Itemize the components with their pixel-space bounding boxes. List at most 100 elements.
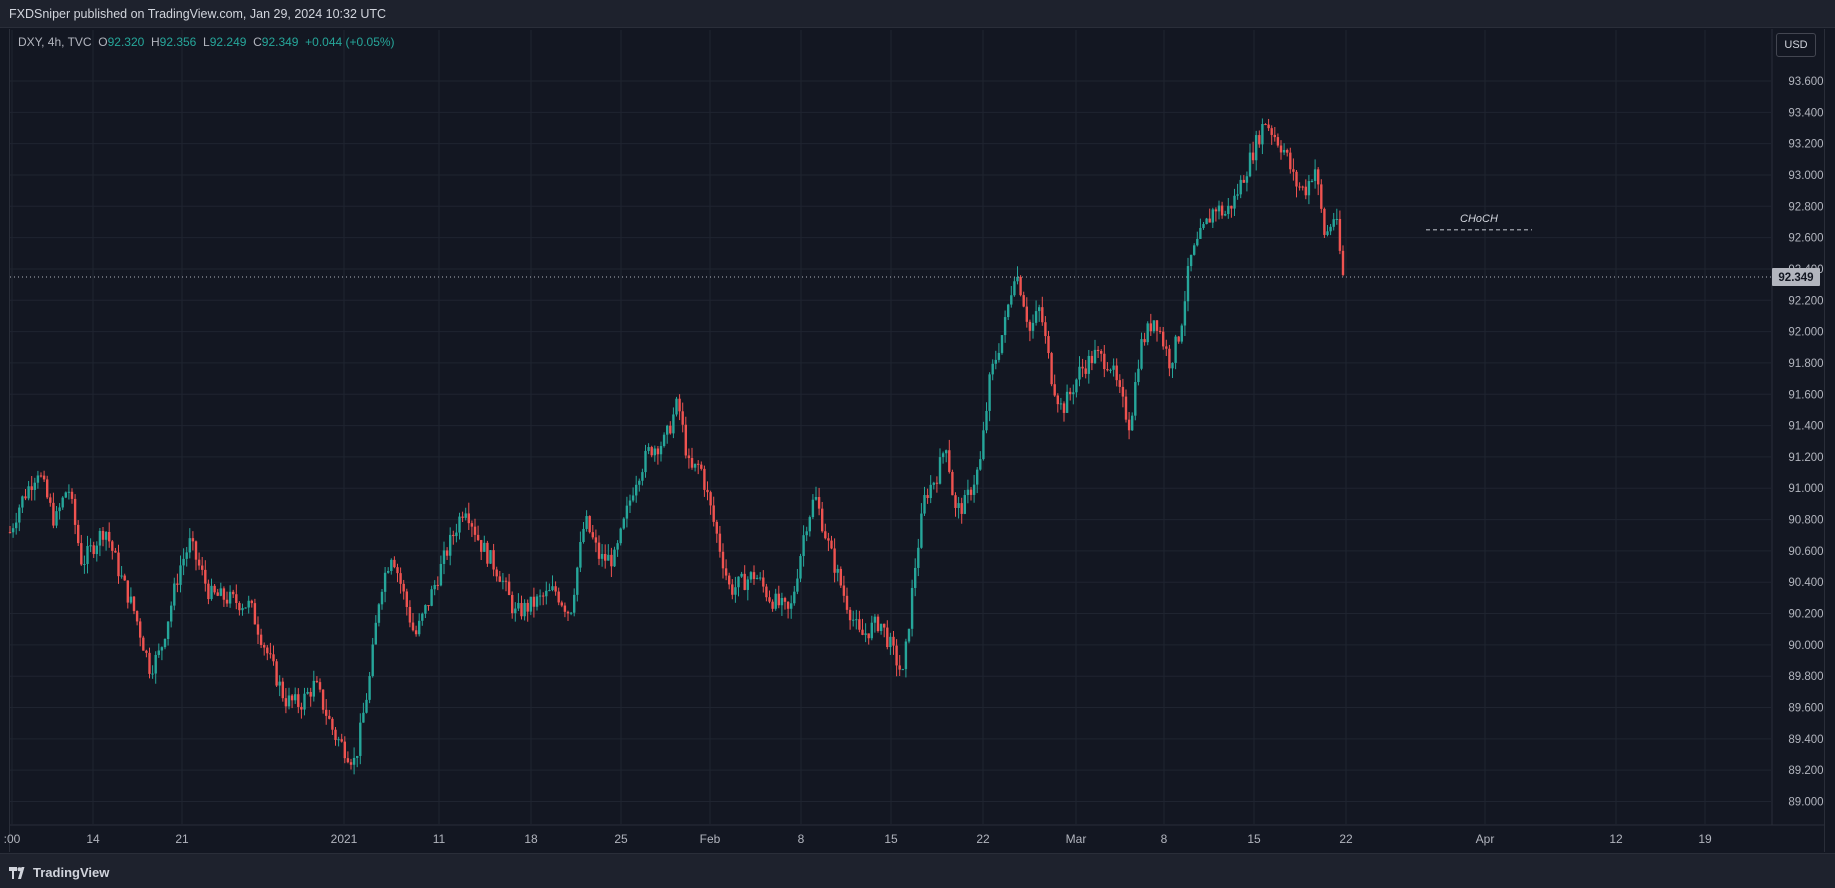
candle-body: [247, 600, 250, 608]
candle-body: [442, 550, 446, 564]
candle-body: [610, 554, 613, 567]
candle-body: [309, 692, 312, 697]
candle-body: [1338, 218, 1342, 251]
candle-body: [359, 722, 362, 756]
candle-body: [876, 616, 880, 632]
price-tick-label: 92.200: [1788, 295, 1823, 307]
candle-body: [191, 538, 195, 542]
candle-body: [948, 450, 951, 472]
candle-body: [1121, 386, 1125, 397]
candle-body: [576, 567, 579, 595]
last-price-tag: 92.349: [1772, 267, 1820, 286]
candle-body: [678, 398, 681, 412]
candle-body: [904, 641, 908, 670]
candle-body: [241, 608, 244, 611]
candle-body: [786, 601, 790, 609]
candle-body: [1003, 317, 1007, 336]
candle-body: [461, 516, 464, 518]
time-axis[interactable]: :00 14 21 2021 11 18 25 Feb 8 15 22 Mar 8 15 22 Apr 12 19: [4, 832, 1712, 846]
candle-body: [1081, 366, 1084, 369]
candle-body: [1140, 339, 1143, 369]
candle-body: [424, 605, 427, 614]
candle-body: [1208, 218, 1211, 223]
candle-body: [1174, 336, 1177, 363]
candle-body: [889, 636, 892, 648]
price-tick-label: 91.400: [1788, 421, 1823, 433]
candle-body: [58, 507, 61, 512]
candle-body: [1214, 209, 1218, 212]
candle-body: [1007, 304, 1010, 318]
candle-body: [1016, 276, 1019, 282]
candle-body: [452, 534, 455, 537]
candle-body: [157, 650, 160, 655]
candle-body: [1158, 330, 1162, 332]
candle-body: [892, 636, 895, 646]
candle-body: [638, 480, 641, 485]
candle-body: [1109, 369, 1112, 371]
last-price-tag-bg: [1772, 267, 1820, 286]
candle-body: [470, 523, 474, 527]
candle-body: [1282, 150, 1286, 153]
candle-body: [1224, 214, 1227, 216]
candle-body: [1220, 205, 1224, 216]
time-tick-label: 15: [884, 832, 898, 846]
candle-body: [852, 619, 855, 621]
candle-body: [1000, 335, 1004, 353]
candle-body: [1307, 181, 1311, 196]
price-axis[interactable]: 93.60093.40093.20093.00092.80092.60092.4…: [1788, 76, 1823, 809]
candle-body: [52, 502, 55, 526]
candle-body: [256, 624, 260, 635]
candle-body: [929, 484, 932, 499]
candle-body: [997, 352, 1001, 360]
candle-body: [1189, 254, 1193, 267]
candle-body: [545, 590, 548, 597]
candle-body: [1065, 391, 1069, 413]
candle-body: [492, 550, 495, 570]
candle-body: [290, 695, 294, 701]
tradingview-logo[interactable]: TradingView: [9, 865, 109, 880]
candle-body: [1050, 353, 1053, 385]
legend-high: 92.356: [159, 35, 197, 49]
candle-body: [886, 627, 889, 648]
candle-body: [306, 692, 309, 694]
candle-body: [1038, 307, 1041, 312]
candle-body: [693, 463, 697, 468]
candle-body: [1127, 419, 1131, 431]
candle-body: [520, 602, 523, 617]
candle-body: [830, 540, 833, 549]
price-tick-label: 89.400: [1788, 734, 1823, 746]
candle-body: [957, 503, 960, 508]
publish-text: FXDSniper published on TradingView.com, …: [9, 7, 387, 21]
candle-body: [1202, 224, 1205, 228]
candle-body: [790, 603, 793, 609]
time-tick-label: Apr: [1476, 832, 1495, 846]
candle-body: [613, 549, 616, 567]
candle-body: [95, 545, 98, 555]
candle-body: [55, 511, 58, 526]
candle-body: [783, 598, 787, 602]
candle-body: [1019, 276, 1022, 296]
candle-body: [870, 622, 873, 639]
candle-body: [1205, 218, 1208, 225]
candle-body: [557, 591, 560, 603]
candle-body: [328, 715, 331, 719]
candle-body: [604, 553, 607, 561]
candle-body: [238, 602, 241, 611]
candle-body: [762, 577, 765, 587]
candle-body: [647, 447, 650, 451]
candle-body: [1261, 124, 1264, 145]
time-tick-label: 15: [1247, 832, 1261, 846]
candle-body: [731, 584, 734, 595]
candle-body: [966, 489, 970, 496]
candle-body: [1031, 322, 1035, 331]
candle-body: [659, 446, 663, 455]
candle-body: [669, 425, 672, 434]
candle-body: [709, 492, 712, 506]
candle-body: [845, 595, 849, 610]
time-tick-label: 22: [976, 832, 990, 846]
candle-body: [594, 537, 598, 543]
candle-body: [303, 693, 306, 710]
candle-body: [1258, 135, 1261, 145]
currency-button[interactable]: USD: [1776, 33, 1816, 57]
